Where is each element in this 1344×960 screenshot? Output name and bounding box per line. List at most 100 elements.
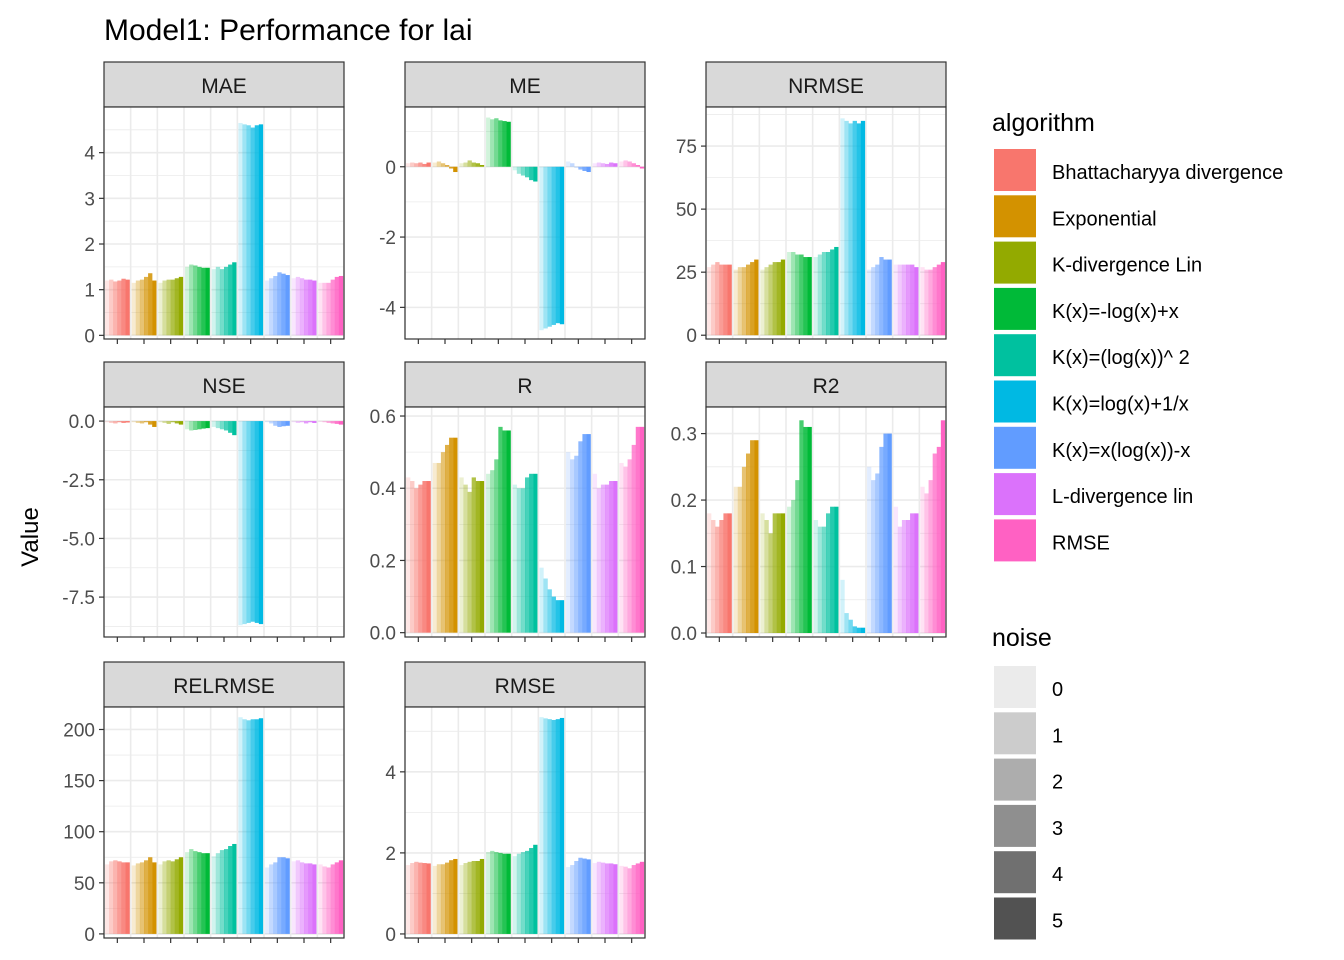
bar (631, 163, 636, 167)
bar (586, 166, 591, 173)
bar (334, 276, 340, 336)
bar (737, 486, 743, 634)
bar (326, 282, 331, 336)
bar (265, 421, 270, 423)
tick-label: 2 (385, 844, 396, 865)
bar (605, 484, 610, 633)
bar (117, 421, 122, 423)
bar (875, 473, 880, 634)
bar (453, 166, 458, 173)
legend-label: K(x)=log(x)+1/x (1052, 394, 1189, 416)
bar (582, 858, 587, 934)
bar (113, 860, 118, 934)
bar (936, 264, 942, 336)
bar (139, 279, 145, 336)
panel-background (405, 107, 645, 339)
bar (512, 484, 518, 633)
bar (635, 165, 641, 167)
bar (246, 421, 251, 623)
bar (596, 162, 602, 167)
bar (277, 421, 282, 427)
bar (529, 166, 534, 181)
y-axis: 0.0 0.1 0.2 0.3 (671, 425, 934, 645)
facet-strip (103, 61, 345, 108)
facet-strip (103, 661, 345, 708)
bars (105, 717, 344, 934)
bar (285, 421, 290, 426)
bar (490, 850, 495, 934)
bar (281, 857, 286, 934)
bar (780, 513, 786, 634)
tick-label: 0 (385, 158, 396, 179)
bar (205, 421, 210, 429)
bar (158, 282, 163, 336)
bar (414, 861, 419, 934)
legend-item-noise: 5 (994, 897, 1063, 940)
bar (887, 433, 892, 634)
bar (322, 866, 327, 934)
bar (219, 850, 225, 934)
tick-label: 1 (84, 281, 95, 302)
legend-label: K(x)=x(log(x))-x (1052, 440, 1190, 462)
bar (791, 252, 796, 336)
tick-label: 0 (84, 326, 95, 347)
bar (109, 421, 114, 423)
legend-item-noise: 0 (994, 666, 1063, 708)
facet-strip-label: ME (509, 75, 541, 98)
bar (148, 273, 153, 336)
y-axis: 0 -2 -4 (379, 158, 633, 344)
bar (596, 488, 602, 633)
bar (304, 279, 309, 336)
tick-label: 0 (385, 925, 396, 946)
bar (246, 720, 251, 934)
bar (273, 275, 278, 336)
tick-label: 0.0 (671, 624, 697, 645)
bar (228, 421, 233, 433)
chart-title: Model1: Performance for lai (104, 14, 473, 47)
bar (291, 421, 297, 423)
bar (817, 254, 823, 336)
facet-panel-nrmse: NRMSE 0 25 50 75 (676, 61, 947, 347)
bar (193, 421, 198, 430)
tick-label: -4 (379, 298, 396, 319)
bar (189, 421, 194, 431)
bar (867, 466, 872, 634)
legend-item-noise: 4 (994, 851, 1063, 894)
y-axis: 0 1 2 3 4 (84, 144, 332, 347)
bar (479, 165, 485, 167)
bar (308, 863, 313, 934)
tick-label: -5.0 (62, 529, 95, 550)
bar (334, 862, 340, 934)
tick-label: 0.0 (370, 624, 396, 645)
facet-strip (705, 61, 947, 108)
bar (547, 589, 552, 633)
bar (135, 863, 141, 934)
facet-strip (404, 661, 646, 708)
bar (623, 160, 628, 167)
bars (707, 420, 946, 634)
bar (879, 446, 884, 634)
bar (467, 160, 472, 167)
legend-label: 3 (1052, 818, 1063, 840)
tick-label: 0.4 (370, 479, 397, 500)
bar (135, 280, 141, 336)
bar (162, 280, 167, 336)
legend-title-noise: noise (992, 624, 1052, 652)
bar (299, 421, 305, 423)
bar (609, 162, 614, 167)
bar (754, 259, 759, 336)
tick-label: 0 (84, 925, 95, 946)
bar (813, 520, 819, 634)
legend-item-noise: 2 (994, 758, 1063, 801)
bar (578, 166, 583, 170)
bars (406, 717, 645, 934)
bar (166, 279, 171, 336)
bar (312, 421, 317, 423)
bar (463, 484, 468, 633)
bar (479, 481, 485, 633)
bar (613, 163, 618, 167)
legend-key (994, 804, 1036, 847)
bar (242, 421, 247, 625)
legend-item-algorithm: L-divergence lin (994, 473, 1193, 516)
bar (525, 477, 530, 633)
